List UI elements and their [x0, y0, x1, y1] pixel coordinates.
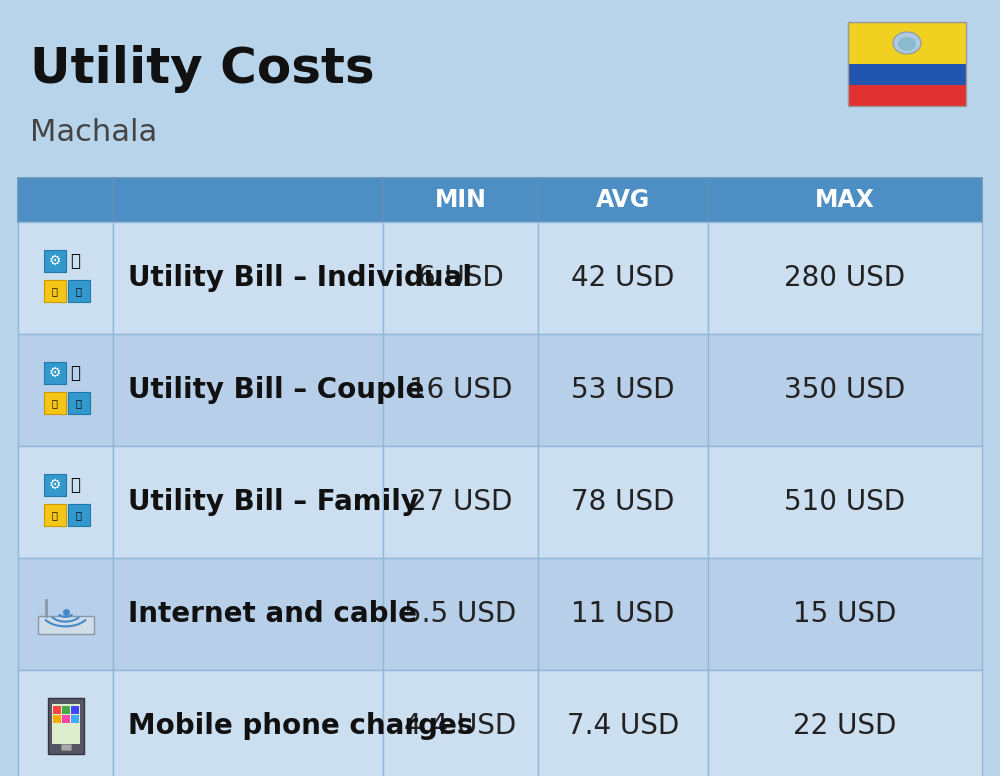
- Bar: [538, 558, 708, 670]
- Bar: [52, 706, 60, 714]
- Text: Internet and cable: Internet and cable: [128, 600, 417, 628]
- Text: 👤: 👤: [70, 364, 80, 382]
- Bar: [538, 178, 708, 222]
- Text: Utility Bill – Family: Utility Bill – Family: [128, 488, 419, 516]
- Bar: [708, 222, 982, 334]
- Bar: [538, 334, 708, 446]
- Bar: [538, 222, 708, 334]
- Bar: [48, 698, 84, 754]
- Bar: [44, 362, 66, 384]
- Bar: [708, 558, 982, 670]
- Bar: [62, 715, 70, 723]
- Bar: [68, 280, 90, 302]
- Text: 15 USD: 15 USD: [793, 600, 897, 628]
- Bar: [18, 222, 113, 334]
- Bar: [60, 744, 70, 750]
- Text: ⚙: ⚙: [48, 478, 61, 492]
- Text: 53 USD: 53 USD: [571, 376, 675, 404]
- Text: 280 USD: 280 USD: [784, 264, 906, 292]
- Bar: [38, 616, 94, 634]
- Text: Utility Costs: Utility Costs: [30, 45, 375, 93]
- Bar: [113, 178, 383, 222]
- Bar: [44, 280, 66, 302]
- Text: AVG: AVG: [596, 188, 650, 212]
- Bar: [52, 704, 80, 744]
- Bar: [113, 334, 383, 446]
- Ellipse shape: [898, 37, 916, 51]
- Bar: [68, 392, 90, 414]
- Bar: [113, 222, 383, 334]
- Bar: [848, 22, 966, 64]
- Bar: [708, 446, 982, 558]
- Bar: [18, 446, 113, 558]
- Bar: [383, 334, 538, 446]
- Text: Mobile phone charges: Mobile phone charges: [128, 712, 473, 740]
- Text: 5.5 USD: 5.5 USD: [404, 600, 517, 628]
- Bar: [113, 670, 383, 776]
- Text: Utility Bill – Individual: Utility Bill – Individual: [128, 264, 472, 292]
- Text: 👤: 👤: [70, 476, 80, 494]
- Text: 42 USD: 42 USD: [571, 264, 675, 292]
- Bar: [383, 178, 538, 222]
- Bar: [708, 670, 982, 776]
- Bar: [44, 504, 66, 526]
- Text: 22 USD: 22 USD: [793, 712, 897, 740]
- Text: 💧: 💧: [76, 398, 81, 408]
- Bar: [383, 670, 538, 776]
- Text: 11 USD: 11 USD: [571, 600, 675, 628]
- Bar: [383, 222, 538, 334]
- Bar: [848, 64, 966, 85]
- Bar: [113, 446, 383, 558]
- Bar: [708, 178, 982, 222]
- Bar: [44, 250, 66, 272]
- Bar: [62, 706, 70, 714]
- Text: Machala: Machala: [30, 118, 157, 147]
- Text: Utility Bill – Couple: Utility Bill – Couple: [128, 376, 424, 404]
- Text: 6 USD: 6 USD: [418, 264, 503, 292]
- Bar: [70, 715, 78, 723]
- Bar: [708, 334, 982, 446]
- Bar: [44, 474, 66, 496]
- Ellipse shape: [893, 32, 921, 54]
- Bar: [52, 715, 60, 723]
- Bar: [18, 334, 113, 446]
- Text: 16 USD: 16 USD: [409, 376, 512, 404]
- Text: ⚙: ⚙: [48, 366, 61, 380]
- Text: MAX: MAX: [815, 188, 875, 212]
- Bar: [44, 392, 66, 414]
- Text: 💧: 💧: [76, 286, 81, 296]
- Text: 27 USD: 27 USD: [409, 488, 512, 516]
- Text: 👤: 👤: [70, 252, 80, 270]
- Bar: [18, 558, 113, 670]
- Text: 🔌: 🔌: [52, 398, 57, 408]
- Text: ⚙: ⚙: [48, 254, 61, 268]
- Text: 4.4 USD: 4.4 USD: [404, 712, 517, 740]
- Bar: [848, 22, 966, 106]
- Bar: [383, 446, 538, 558]
- Bar: [18, 178, 113, 222]
- Bar: [70, 706, 78, 714]
- Bar: [538, 446, 708, 558]
- Bar: [68, 504, 90, 526]
- Bar: [18, 670, 113, 776]
- Bar: [113, 558, 383, 670]
- Text: 510 USD: 510 USD: [784, 488, 906, 516]
- Text: 🔌: 🔌: [52, 510, 57, 520]
- Bar: [383, 558, 538, 670]
- Text: 350 USD: 350 USD: [784, 376, 906, 404]
- Text: 78 USD: 78 USD: [571, 488, 675, 516]
- Text: 🔌: 🔌: [52, 286, 57, 296]
- Text: 7.4 USD: 7.4 USD: [567, 712, 679, 740]
- Text: MIN: MIN: [435, 188, 486, 212]
- Text: 💧: 💧: [76, 510, 81, 520]
- Bar: [538, 670, 708, 776]
- Bar: [848, 85, 966, 106]
